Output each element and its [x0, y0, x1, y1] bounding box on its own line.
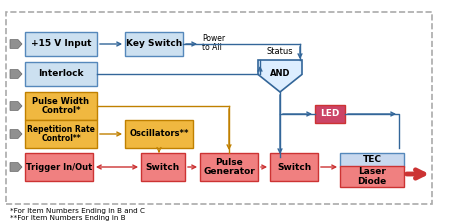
- Text: Status: Status: [267, 47, 293, 56]
- Polygon shape: [258, 60, 302, 92]
- Text: Switch: Switch: [146, 163, 180, 172]
- Bar: [125, 120, 193, 148]
- Text: *For Item Numbers Ending in B and C: *For Item Numbers Ending in B and C: [10, 208, 145, 214]
- Bar: [25, 62, 97, 86]
- Text: Repetition Rate
Control**: Repetition Rate Control**: [27, 125, 95, 143]
- Bar: [6, 12, 432, 204]
- Text: Oscillators**: Oscillators**: [129, 129, 189, 139]
- Text: TEC: TEC: [363, 155, 382, 165]
- Text: Power
to All: Power to All: [202, 34, 225, 52]
- Text: Key Switch: Key Switch: [126, 40, 182, 48]
- Text: Interlock: Interlock: [38, 69, 84, 79]
- Polygon shape: [10, 130, 22, 138]
- Bar: [25, 153, 93, 181]
- Bar: [270, 153, 318, 181]
- Bar: [25, 92, 97, 120]
- Text: Laser
Diode: Laser Diode: [357, 167, 387, 186]
- Text: **For Item Numbers Ending in B: **For Item Numbers Ending in B: [10, 215, 126, 221]
- Text: Trigger In/Out: Trigger In/Out: [26, 163, 92, 172]
- Polygon shape: [10, 102, 22, 110]
- Bar: [125, 32, 183, 56]
- Bar: [141, 153, 185, 181]
- Bar: [200, 153, 258, 181]
- Polygon shape: [10, 163, 22, 171]
- Bar: [340, 153, 404, 167]
- Text: +15 V Input: +15 V Input: [31, 40, 91, 48]
- Text: AND: AND: [270, 69, 290, 79]
- Bar: [25, 120, 97, 148]
- Bar: [315, 105, 345, 123]
- Bar: [25, 32, 97, 56]
- Text: Switch: Switch: [277, 163, 311, 172]
- Polygon shape: [10, 40, 22, 48]
- Polygon shape: [10, 70, 22, 78]
- Text: LED: LED: [320, 109, 340, 119]
- Bar: [340, 166, 404, 187]
- Text: Pulse Width
Control*: Pulse Width Control*: [32, 97, 90, 115]
- Text: Pulse
Generator: Pulse Generator: [203, 158, 255, 176]
